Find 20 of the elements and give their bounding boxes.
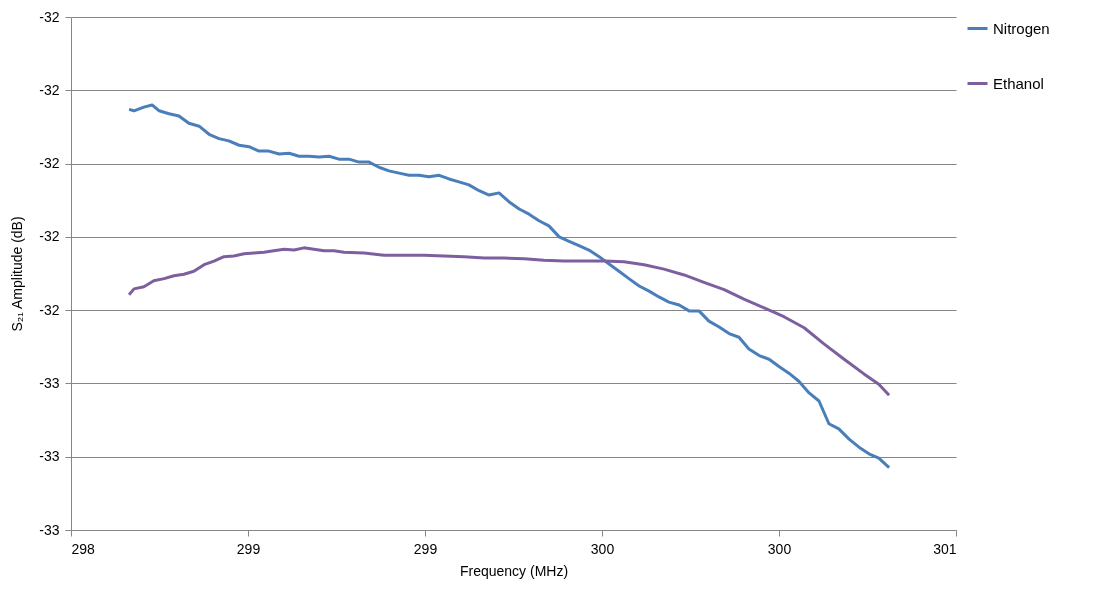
x-tick-label: 299 bbox=[236, 540, 261, 557]
y-tick-label: -32 bbox=[39, 301, 60, 318]
legend-label: Nitrogen bbox=[993, 19, 1050, 37]
y-tick-label: -32 bbox=[39, 228, 60, 245]
x-axis-title: Frequency (MHz) bbox=[459, 562, 569, 579]
x-tick-label: 300 bbox=[767, 540, 792, 557]
line-series bbox=[127, 103, 891, 470]
x-tick-label: 299 bbox=[413, 540, 438, 557]
x-tick-label: 300 bbox=[590, 540, 615, 557]
y-axis-title: S₂₁ Amplitude (dB) bbox=[9, 216, 26, 332]
y-tick-label: -32 bbox=[39, 8, 60, 25]
x-tick-label: 301 bbox=[933, 540, 957, 557]
y-tick-label: -33 bbox=[39, 448, 60, 465]
y-tick-label: -33 bbox=[39, 521, 60, 538]
y-tick-label: -33 bbox=[39, 374, 60, 391]
y-tick-label: -32 bbox=[39, 155, 60, 172]
y-tick-label: -32 bbox=[39, 81, 60, 98]
legend-label: Ethanol bbox=[993, 74, 1044, 92]
line-series bbox=[127, 246, 891, 397]
x-tick-label: 298 bbox=[71, 540, 96, 557]
